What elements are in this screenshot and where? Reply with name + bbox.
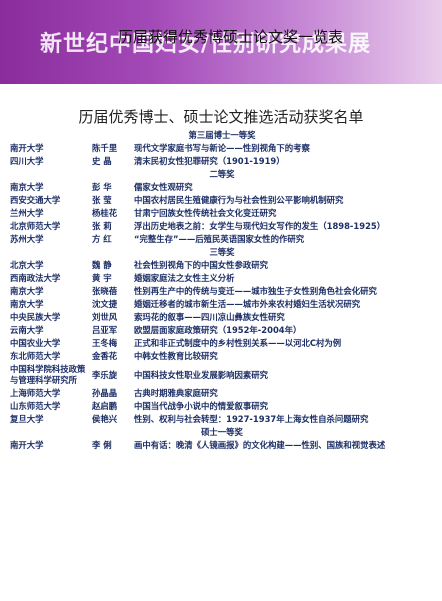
winner-row: 山东师范大学 赵启鹏 中国当代战争小说中的情爱叙事研究	[8, 400, 436, 413]
winner-row: 中央民族大学 刘世风 索玛花的叙事——四川凉山彝族女性研究	[8, 311, 436, 324]
author-cell: 金香花	[92, 351, 118, 361]
document-title: 历届优秀博士、硕士论文推选活动获奖名单	[78, 108, 364, 126]
header-banner: 新世纪中国妇女/性别研究成果展 历届获得优秀博硕士论文奖一览表	[0, 0, 442, 84]
banner-background-title: 新世纪中国妇女/性别研究成果展	[40, 32, 372, 57]
author-cell: 吕亚军	[92, 325, 118, 335]
author-cell: 王冬梅	[92, 338, 118, 348]
university-cell: 西安交通大学	[10, 195, 61, 205]
winner-row: 北京大学 魏 静 社会性别视角下的中国女性参政研究	[8, 259, 436, 272]
author-cell: 史 晶	[92, 156, 112, 166]
university-cell: 中央民族大学	[10, 312, 61, 322]
university-cell: 北京大学	[10, 260, 44, 270]
winner-row: 南开大学 李 俐 画中有话：晚清《人镜画报》的文化构建——性别、国族和视觉表述	[8, 439, 436, 452]
banner-title: 历届获得优秀博硕士论文奖一览表	[118, 28, 344, 46]
winner-row: 西安交通大学 张 莹 中国农村居民生殖健康行为与社会性别公平影响机制研究	[8, 194, 436, 207]
winner-row: 四川大学 史 晶 清末民初女性犯罪研究（1901-1919）	[8, 155, 436, 168]
university-cell: 西南政法大学	[10, 273, 61, 283]
university-cell: 复旦大学	[10, 414, 44, 424]
author-cell: 李乐旋	[92, 369, 118, 380]
author-cell: 黄 宇	[92, 273, 112, 283]
author-cell: 方 红	[92, 234, 112, 244]
winner-row: 东北师范大学 金香花 中韩女性教育比较研究	[8, 350, 436, 363]
thesis-title-cell: 正式和非正式制度中的乡村性别关系——以河北C村为例	[134, 338, 342, 348]
author-cell: 刘世风	[92, 312, 118, 322]
thesis-title-cell: 中国当代战争小说中的情爱叙事研究	[134, 401, 268, 411]
award-category: 硕士一等奖	[201, 427, 243, 437]
thesis-title-cell: 现代文学家庭书写与新论——性别视角下的考察	[134, 143, 310, 153]
winner-row: 复旦大学 侯艳兴 性别、权利与社会转型：1927-1937年上海女性自杀问题研究	[8, 413, 436, 426]
thesis-title-cell: 清末民初女性犯罪研究（1901-1919）	[134, 156, 285, 166]
winner-row: 兰州大学 杨桂花 甘肃宁回族女性传统社会文化变迁研究	[8, 207, 436, 220]
thesis-title-cell: 浮出历史地表之前：女学生与现代妇女写作的发生（1898-1925）	[134, 221, 386, 231]
award-category: 第三届博士一等奖	[188, 130, 256, 140]
university-cell: 云南大学	[10, 325, 44, 335]
university-cell: 南京大学	[10, 299, 44, 309]
winner-row: 南京大学 张晓蓓 性别再生产中的传统与变迁——城市独生子女性别角色社会化研究	[8, 285, 436, 298]
winner-row: 中国科学院科技政策与管理科学研究所 李乐旋 中国科技女性职业发展影响因素研究	[8, 363, 436, 387]
winner-row: 南京大学 沈文捷 婚姻迁移者的城市新生活——城市外来农村婚妇生活状况研究	[8, 298, 436, 311]
author-cell: 陈千里	[92, 143, 118, 153]
university-cell: 南开大学	[10, 440, 44, 450]
university-cell: 上海师范大学	[10, 388, 61, 398]
university-cell: 南京大学	[10, 286, 44, 296]
winner-row: 中国农业大学 王冬梅 正式和非正式制度中的乡村性别关系——以河北C村为例	[8, 337, 436, 350]
winner-row: 云南大学 吕亚军 欧盟层面家庭政策研究（1952年-2004年）	[8, 324, 436, 337]
university-cell: 中国农业大学	[10, 338, 61, 348]
thesis-title-cell: 画中有话：晚清《人镜画报》的文化构建——性别、国族和视觉表述	[134, 440, 386, 450]
winner-row: 南京大学 彭 华 儒家女性观研究	[8, 181, 436, 194]
thesis-title-cell: 中国农村居民生殖健康行为与社会性别公平影响机制研究	[134, 195, 344, 205]
winner-row: 上海师范大学 孙晶晶 古典时期雅典家庭研究	[8, 387, 436, 400]
author-cell: 张晓蓓	[92, 286, 118, 296]
university-cell: 四川大学	[10, 156, 44, 166]
author-cell: 孙晶晶	[92, 388, 118, 398]
award-category-row: 三等奖	[8, 246, 436, 259]
author-cell: 张 莉	[92, 221, 112, 231]
author-cell: 侯艳兴	[92, 414, 118, 424]
thesis-title-cell: 社会性别视角下的中国女性参政研究	[134, 260, 268, 270]
university-cell: 中国科学院科技政策与管理科学研究所	[10, 364, 86, 385]
author-cell: 杨桂花	[92, 208, 118, 218]
thesis-title-cell: 中国科技女性职业发展影响因素研究	[134, 369, 268, 380]
author-cell: 魏 静	[92, 260, 112, 270]
award-category-row: 第三届博士一等奖	[8, 129, 436, 142]
university-cell: 东北师范大学	[10, 351, 61, 361]
thesis-title-cell: 欧盟层面家庭政策研究（1952年-2004年）	[134, 325, 302, 335]
author-cell: 张 莹	[92, 195, 112, 205]
winner-row: 北京师范大学 张 莉 浮出历史地表之前：女学生与现代妇女写作的发生（1898-192…	[8, 220, 436, 233]
university-cell: 南京大学	[10, 182, 44, 192]
thesis-title-cell: 儒家女性观研究	[134, 182, 193, 192]
thesis-title-cell: 性别再生产中的传统与变迁——城市独生子女性别角色社会化研究	[134, 286, 377, 296]
winner-row: 南开大学 陈千里 现代文学家庭书写与新论——性别视角下的考察	[8, 142, 436, 155]
university-cell: 南开大学	[10, 143, 44, 153]
thesis-title-cell: 索玛花的叙事——四川凉山彝族女性研究	[134, 312, 285, 322]
award-table: 第三届博士一等奖南开大学 陈千里 现代文学家庭书写与新论——性别视角下的考察四川大学…	[8, 129, 436, 452]
award-category: 二等奖	[209, 169, 235, 179]
thesis-title-cell: 古典时期雅典家庭研究	[134, 388, 218, 398]
award-category-row: 二等奖	[8, 168, 436, 181]
author-cell: 赵启鹏	[92, 401, 118, 411]
thesis-title-cell: 婚姻迁移者的城市新生活——城市外来农村婚妇生活状况研究	[134, 299, 361, 309]
thesis-title-cell: 甘肃宁回族女性传统社会文化变迁研究	[134, 208, 277, 218]
award-category: 三等奖	[209, 247, 235, 257]
award-category-row: 硕士一等奖	[8, 426, 436, 439]
winner-row: 西南政法大学 黄 宇 婚姻家庭法之女性主义分析	[8, 272, 436, 285]
author-cell: 李 俐	[92, 440, 112, 450]
university-cell: 山东师范大学	[10, 401, 61, 411]
author-cell: 彭 华	[92, 182, 112, 192]
thesis-title-cell: “完整生存”——后殖民英语国家女性的作研究	[134, 234, 305, 244]
thesis-title-cell: 性别、权利与社会转型：1927-1937年上海女性自杀问题研究	[134, 414, 369, 424]
thesis-title-cell: 中韩女性教育比较研究	[134, 351, 218, 361]
university-cell: 北京师范大学	[10, 221, 61, 231]
winner-row: 苏州大学 方 红 “完整生存”——后殖民英语国家女性的作研究	[8, 233, 436, 246]
author-cell: 沈文捷	[92, 299, 118, 309]
thesis-title-cell: 婚姻家庭法之女性主义分析	[134, 273, 235, 283]
university-cell: 苏州大学	[10, 234, 44, 244]
university-cell: 兰州大学	[10, 208, 44, 218]
